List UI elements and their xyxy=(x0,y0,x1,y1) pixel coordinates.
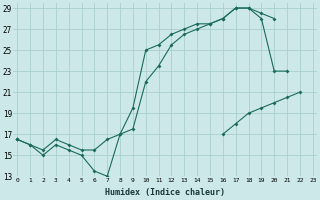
X-axis label: Humidex (Indice chaleur): Humidex (Indice chaleur) xyxy=(105,188,225,197)
